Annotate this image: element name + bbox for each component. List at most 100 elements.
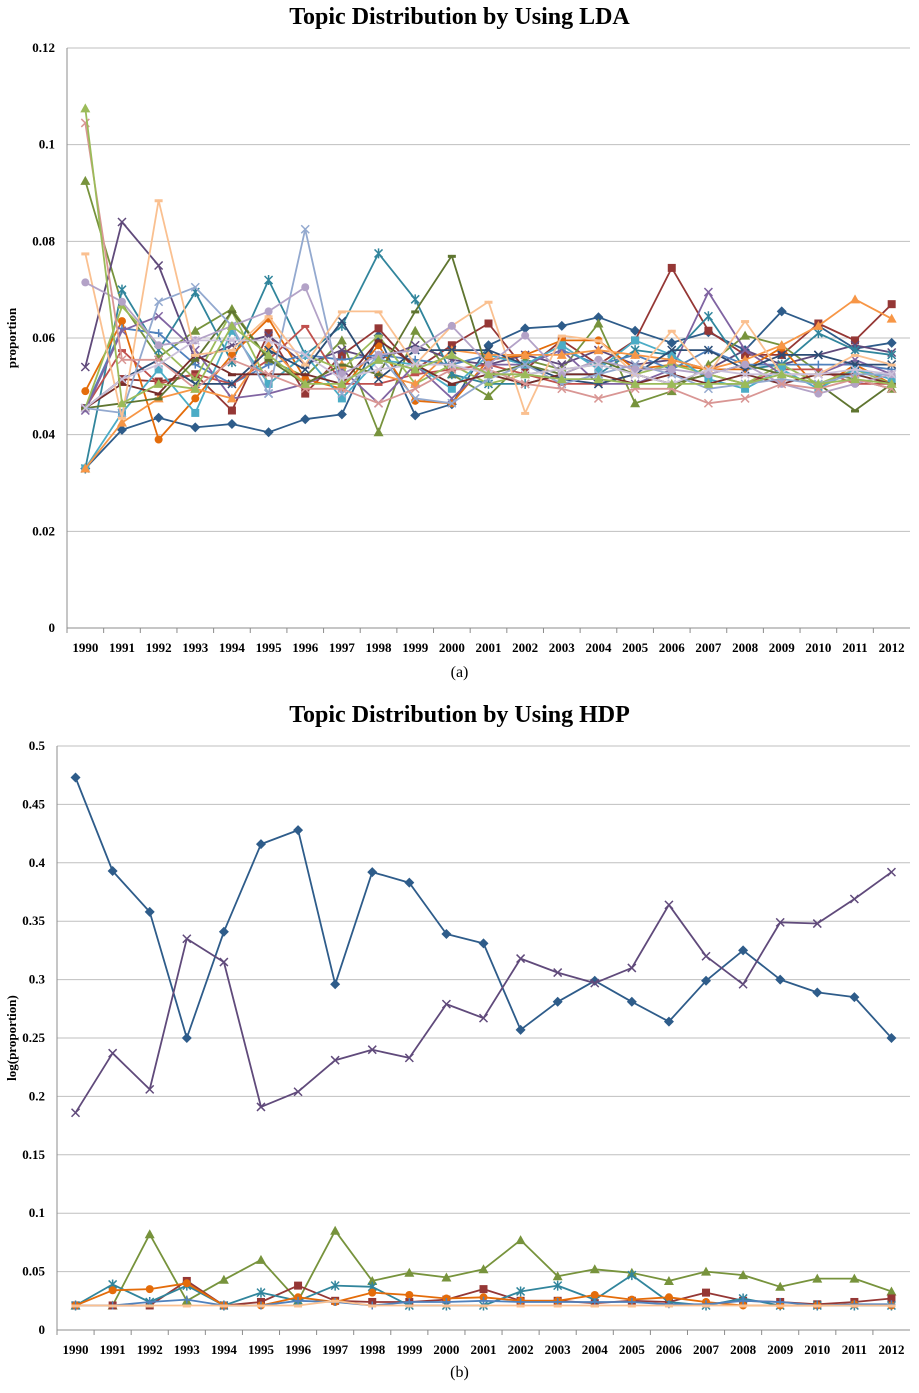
- hdp-data-point: [701, 975, 712, 986]
- lda-data-point: [227, 335, 237, 345]
- hdp-data-point: [553, 968, 563, 978]
- lda-data-point: [777, 350, 787, 360]
- lda-data-point: [667, 329, 676, 333]
- lda-data-point: [410, 364, 421, 374]
- lda-data-point: [191, 378, 200, 382]
- lda-data-point: [447, 254, 456, 258]
- lda-data-point: [667, 363, 676, 367]
- lda-data-point: [813, 320, 824, 330]
- hdp-series-2: [71, 867, 896, 1118]
- lda-y-tick-label: 0.04: [32, 427, 55, 442]
- hdp-data-point: [256, 1287, 266, 1298]
- hdp-y-tick-label: 0.2: [29, 1088, 45, 1103]
- hdp-y-tick-label: 0.05: [22, 1264, 45, 1279]
- lda-data-point: [191, 394, 200, 403]
- hdp-x-tick-label: 1991: [100, 1342, 126, 1357]
- hdp-data-point: [255, 1254, 266, 1264]
- lda-data-point: [630, 369, 640, 379]
- lda-data-point: [337, 363, 346, 367]
- lda-data-point: [813, 369, 823, 379]
- hdp-data-point: [479, 1296, 488, 1305]
- lda-data-point: [411, 310, 420, 314]
- lda-data-point: [557, 334, 566, 338]
- lda-data-point: [154, 341, 163, 350]
- hdp-data-point: [627, 963, 637, 973]
- hdp-data-point: [219, 1304, 228, 1308]
- lda-data-point: [337, 350, 346, 359]
- lda-data-point: [227, 373, 236, 377]
- hdp-x-tick-label: 1993: [174, 1342, 201, 1357]
- lda-data-point: [374, 334, 383, 338]
- lda-data-point: [740, 369, 750, 379]
- hdp-data-point: [702, 1304, 711, 1308]
- lda-data-point: [191, 358, 200, 362]
- lda-x-tick-label: 2001: [476, 640, 502, 655]
- hdp-y-axis-label: log(proportion): [4, 995, 19, 1081]
- lda-data-point: [741, 384, 750, 393]
- hdp-data-point: [479, 1285, 488, 1294]
- hdp-data-point: [739, 1304, 748, 1308]
- hdp-data-point: [849, 1273, 860, 1283]
- hdp-x-tick-label: 2010: [804, 1342, 830, 1357]
- hdp-data-point: [589, 1264, 600, 1274]
- lda-data-point: [887, 300, 896, 309]
- lda-data-point: [117, 297, 126, 306]
- hdp-data-point: [850, 1304, 859, 1308]
- lda-data-point: [887, 369, 897, 379]
- lda-data-point: [666, 354, 677, 364]
- hdp-data-point: [255, 839, 266, 850]
- hdp-data-point: [330, 1225, 341, 1235]
- lda-data-point: [337, 345, 347, 355]
- lda-data-point: [117, 284, 127, 295]
- lda-data-point: [227, 355, 237, 365]
- hdp-data-point: [887, 1304, 896, 1308]
- lda-y-tick-label: 0.02: [32, 523, 55, 538]
- hdp-data-point: [182, 1279, 191, 1288]
- lda-data-point: [484, 382, 493, 386]
- hdp-data-point: [293, 1087, 303, 1097]
- hdp-data-point: [405, 1290, 414, 1299]
- hdp-data-point: [775, 1281, 786, 1291]
- lda-data-point: [116, 417, 127, 427]
- lda-data-point: [520, 349, 531, 359]
- lda-data-point: [813, 350, 823, 360]
- hdp-data-point: [701, 1266, 712, 1276]
- lda-x-tick-label: 1992: [146, 640, 172, 655]
- lda-data-point: [631, 336, 640, 345]
- lda-data-point: [483, 345, 494, 355]
- hdp-data-point: [702, 1288, 711, 1297]
- hdp-x-tick-label: 1995: [248, 1342, 275, 1357]
- lda-data-point: [154, 311, 164, 321]
- hdp-data-point: [739, 1296, 748, 1305]
- lda-data-point: [593, 393, 603, 403]
- lda-data-point: [374, 374, 384, 384]
- hdp-y-tick-label: 0.35: [22, 913, 45, 928]
- lda-data-point: [667, 345, 677, 355]
- lda-y-tick-label: 0.12: [32, 40, 55, 55]
- hdp-data-point: [218, 1274, 229, 1284]
- lda-data-point: [557, 341, 566, 350]
- hdp-y-tick-label: 0: [39, 1322, 46, 1337]
- hdp-data-point: [478, 1013, 489, 1023]
- hdp-series-1: [70, 772, 897, 1043]
- hdp-y-tick-label: 0.15: [22, 1147, 45, 1162]
- lda-data-point: [80, 463, 91, 473]
- hdp-data-point: [404, 1267, 415, 1277]
- lda-x-tick-label: 1998: [366, 640, 393, 655]
- lda-data-point: [447, 360, 457, 370]
- lda-data-point: [154, 392, 163, 396]
- hdp-data-point: [108, 1048, 118, 1058]
- hdp-data-point: [107, 865, 118, 876]
- hdp-data-point: [516, 1286, 526, 1297]
- lda-data-point: [630, 398, 641, 408]
- hdp-data-point: [664, 1293, 673, 1302]
- lda-data-point: [851, 336, 860, 345]
- lda-data-point: [594, 339, 603, 343]
- lda-data-point: [740, 345, 750, 355]
- lda-data-point: [336, 335, 347, 345]
- hdp-data-point: [812, 919, 822, 929]
- hdp-x-tick-label: 1999: [396, 1342, 423, 1357]
- hdp-data-point: [886, 1286, 897, 1296]
- lda-data-point: [190, 282, 200, 292]
- lda-data-point: [484, 319, 493, 328]
